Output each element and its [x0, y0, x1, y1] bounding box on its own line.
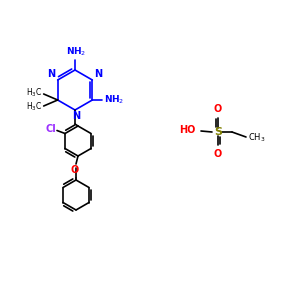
Text: S: S — [214, 127, 222, 137]
Text: Cl: Cl — [45, 124, 56, 134]
Text: O: O — [71, 165, 79, 175]
Text: O: O — [214, 149, 222, 159]
Text: H$_3$C: H$_3$C — [26, 101, 43, 113]
Text: HO: HO — [180, 125, 196, 135]
Text: N: N — [94, 69, 102, 79]
Text: N: N — [72, 111, 80, 121]
Text: NH$_2$: NH$_2$ — [104, 94, 124, 106]
Text: NH$_2$: NH$_2$ — [66, 46, 86, 58]
Text: CH$_3$: CH$_3$ — [248, 132, 266, 144]
Text: H$_3$C: H$_3$C — [26, 87, 43, 99]
Text: O: O — [214, 104, 222, 114]
Text: N: N — [48, 69, 56, 79]
